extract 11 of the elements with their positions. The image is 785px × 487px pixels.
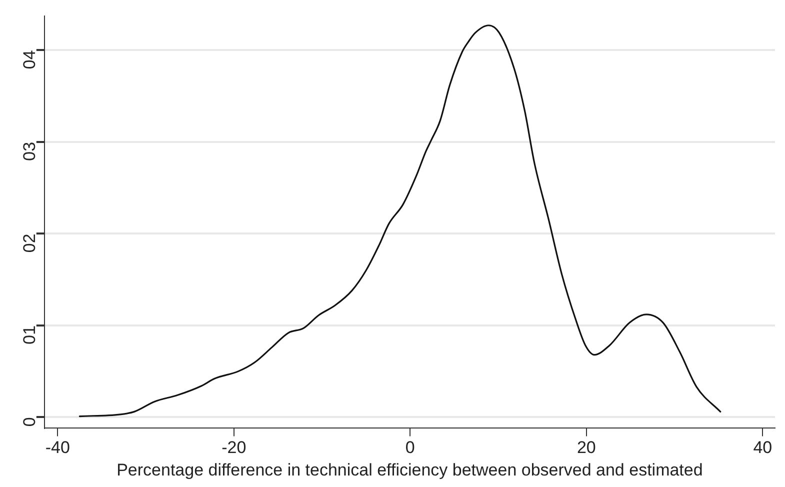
x-tick-label: 40 bbox=[753, 438, 772, 458]
x-tick-label: 0 bbox=[405, 438, 415, 458]
y-tick-label: 0 bbox=[20, 417, 40, 427]
y-tick-label: 02 bbox=[20, 234, 40, 253]
x-tick-label: -40 bbox=[45, 438, 70, 458]
y-tick-label: 04 bbox=[20, 50, 40, 70]
y-tick-label: 03 bbox=[20, 142, 40, 161]
x-tick-label: 20 bbox=[576, 438, 596, 458]
y-tick-label: 01 bbox=[20, 325, 40, 344]
x-axis-title: Percentage difference in technical efficiency between observed and estimated bbox=[116, 460, 703, 480]
x-tick-label: -20 bbox=[222, 438, 246, 458]
